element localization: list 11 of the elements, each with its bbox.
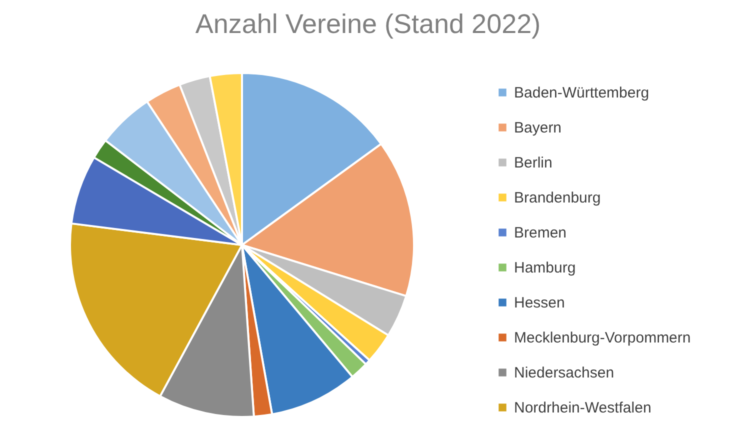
legend-label: Hamburg (514, 260, 576, 276)
legend-label: Niedersachsen (514, 364, 614, 382)
legend-label: Hessen (514, 294, 565, 312)
legend-label: Baden-Württemberg (514, 84, 650, 102)
chart-title: Anzahl Vereine (Stand 2022) (195, 9, 541, 39)
legend-label: Bayern (514, 120, 562, 136)
legend-label: Bremen (514, 224, 567, 242)
legend-label: Brandenburg (514, 190, 601, 206)
legend-label: Mecklenburg-Vorpommern (514, 330, 691, 346)
legend-label: Nordrhein-Westfalen (514, 400, 652, 416)
legend-label: Berlin (514, 154, 552, 172)
